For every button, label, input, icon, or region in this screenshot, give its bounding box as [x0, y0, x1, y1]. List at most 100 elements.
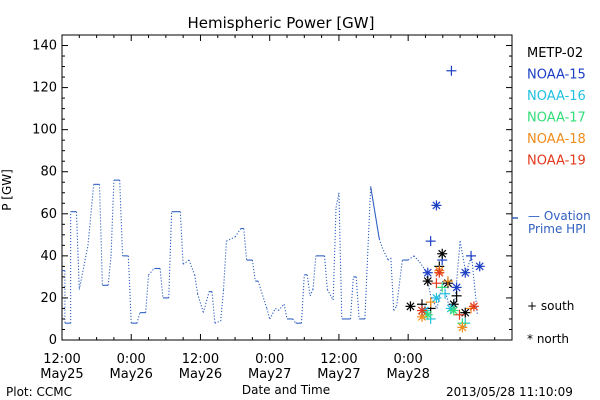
- ovation-line-segment: [355, 276, 360, 320]
- ovation-line-segment: [197, 293, 204, 313]
- marker-stroke: [432, 201, 441, 210]
- x-tick-label-time: 12:00: [43, 352, 80, 367]
- x-tick-label-time: 0:00: [394, 352, 423, 367]
- ovation-line-group: [62, 179, 518, 324]
- north-point-marker: [460, 307, 471, 318]
- ovation-line-segment: [182, 259, 190, 265]
- ovation-line-segment: [211, 291, 216, 324]
- x-tick-label-date: May26: [179, 367, 222, 382]
- marker-stroke: [417, 312, 427, 321]
- ovation-label-line1: — Ovation: [528, 209, 591, 223]
- north-point-marker: [422, 276, 433, 287]
- ovation-line-segment: [98, 184, 103, 286]
- x-tick-label-date: May26: [110, 367, 153, 382]
- ovation-line-segment: [326, 289, 334, 301]
- ovation-line-segment: [306, 274, 311, 296]
- north-point-marker: [457, 322, 468, 333]
- ovation-line-segment: [266, 308, 271, 320]
- north-point-marker: [434, 267, 445, 278]
- marker-stroke: [417, 306, 427, 315]
- north-point-marker: [468, 301, 479, 312]
- ovation-line-segment: [202, 291, 210, 313]
- ovation-line-segment: [277, 303, 285, 311]
- ovation-line-segment: [226, 236, 236, 242]
- ovation-line-segment: [459, 241, 467, 273]
- ovation-line-segment: [145, 274, 150, 313]
- y-tick-label: 0: [49, 333, 57, 348]
- marker-stroke: [423, 277, 432, 286]
- ovation-line-segment: [323, 255, 328, 290]
- ovation-line-segment: [127, 255, 132, 324]
- plot-credit: Plot: CCMC: [6, 385, 72, 399]
- y-tick-label: 20: [40, 291, 57, 306]
- satellite-points-group: [405, 65, 485, 333]
- ovation-line-segment: [87, 184, 95, 246]
- marker-stroke: [461, 268, 470, 277]
- ovation-line-segment: [214, 320, 221, 324]
- ovation-line-segment: [292, 318, 297, 324]
- south-point-marker: [446, 65, 457, 76]
- chart-title: Hemispheric Power [GW]: [188, 14, 375, 32]
- marker-stroke: [452, 283, 461, 292]
- south-point-marker: [440, 288, 451, 299]
- south-point-marker: [466, 250, 477, 261]
- marker-stroke: [406, 302, 415, 311]
- ovation-line-segment: [393, 306, 398, 311]
- axes-group: 02040608010012014012:00May250:00May2612:…: [32, 35, 513, 382]
- x-tick-label-date: May28: [386, 367, 429, 382]
- ovation-line-segment: [75, 211, 80, 290]
- ovation-line-segment: [413, 255, 421, 263]
- south-point-marker: [425, 236, 436, 247]
- ovation-line-segment: [283, 304, 288, 320]
- x-tick-label-time: 12:00: [182, 352, 219, 367]
- y-tick-label: 80: [40, 165, 57, 180]
- ovation-line-segment: [407, 255, 415, 261]
- ovation-line-segment: [378, 238, 383, 248]
- legend-entry-noaa-18: NOAA-18: [527, 132, 586, 147]
- y-tick-label: 120: [32, 81, 57, 96]
- y-tick-label: 100: [32, 123, 57, 138]
- legend-entry-noaa-16: NOAA-16: [527, 89, 586, 104]
- ovation-line-segment: [234, 228, 242, 238]
- ovation-line-segment: [243, 228, 248, 261]
- north-point-marker: [474, 261, 485, 272]
- x-tick-label-time: 0:00: [255, 352, 284, 367]
- north-point-marker: [417, 311, 427, 322]
- ovation-line-segment: [312, 255, 317, 290]
- north-point-marker: [422, 267, 433, 278]
- ovation-line-segment: [442, 280, 450, 305]
- north-legend-label: * north: [527, 332, 569, 346]
- ovation-line-segment: [396, 260, 403, 307]
- marker-stroke: [475, 262, 484, 271]
- marker-stroke: [438, 249, 447, 258]
- ovation-line-segment: [159, 268, 164, 298]
- legend-entry-noaa-17: NOAA-17: [527, 111, 586, 126]
- ovation-line-segment: [275, 308, 279, 311]
- north-point-marker: [460, 267, 471, 278]
- south-point-marker: [437, 282, 448, 293]
- ovation-line-segment: [370, 186, 380, 240]
- ovation-line-segment: [107, 255, 112, 286]
- ovation-line-segment: [332, 207, 337, 301]
- north-point-marker: [431, 292, 442, 303]
- north-point-marker: [431, 200, 442, 211]
- ovation-line-segment: [78, 245, 89, 290]
- ovation-line-segment: [349, 276, 354, 320]
- ovation-label-line2: Prime HPI: [528, 222, 586, 236]
- x-tick-label-date: May25: [40, 367, 83, 382]
- south-point-marker: [431, 278, 442, 289]
- legend-entry-noaa-15: NOAA-15: [527, 68, 586, 83]
- x-tick-label-date: May27: [248, 367, 291, 382]
- ovation-line-segment: [119, 180, 124, 256]
- plot-timestamp: 2013/05/28 11:10:09: [446, 385, 573, 399]
- ovation-line-segment: [136, 312, 141, 324]
- legend-entry-noaa-19: NOAA-19: [527, 154, 586, 169]
- ovation-line-segment: [335, 192, 340, 208]
- ovation-line-segment: [220, 289, 225, 322]
- marker-stroke: [423, 268, 432, 277]
- y-tick-label: 40: [40, 249, 57, 264]
- north-point-marker: [451, 282, 462, 293]
- marker-stroke: [435, 268, 444, 277]
- ovation-line-segment: [300, 274, 305, 324]
